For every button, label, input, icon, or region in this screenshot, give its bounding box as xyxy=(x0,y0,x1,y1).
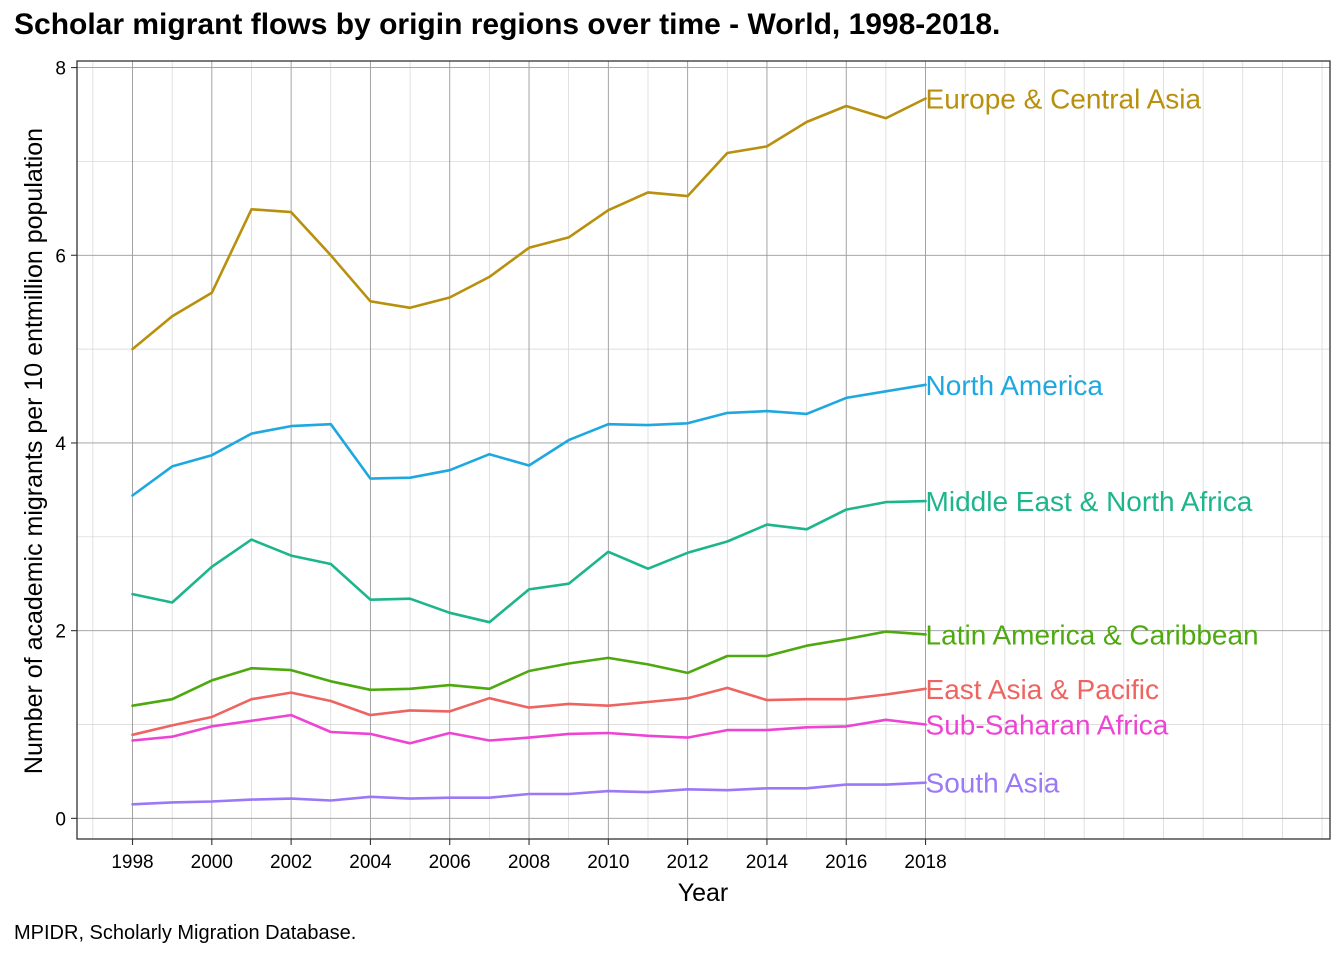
y-tick-label: 6 xyxy=(55,246,66,267)
series-line-south-asia xyxy=(131,781,927,806)
chart-caption: MPIDR, Scholarly Migration Database. xyxy=(14,922,357,944)
series-line-latin-america-and-caribbean xyxy=(131,630,927,708)
series-line-north-america xyxy=(131,383,927,497)
x-tick-label: 1998 xyxy=(111,852,153,873)
x-tick-label: 2016 xyxy=(825,852,867,873)
x-tick-label: 2008 xyxy=(508,852,550,873)
y-tick-label: 8 xyxy=(55,59,66,80)
chart-title: Scholar migrant flows by origin regions … xyxy=(14,8,1001,41)
minor-gridlines xyxy=(77,61,1330,839)
series-label-latin-america-and-caribbean: Latin America & Caribbean xyxy=(926,619,1259,650)
series-lines xyxy=(131,97,927,806)
y-tick-label: 4 xyxy=(55,434,66,455)
series-line-sub-saharan-africa xyxy=(131,713,927,745)
x-tick-label: 2006 xyxy=(429,852,471,873)
series-line-middle-east-and-north-africa xyxy=(131,499,927,624)
x-axis-title: Year xyxy=(678,879,729,907)
series-label-south-asia: South Asia xyxy=(926,768,1060,799)
plot-border xyxy=(76,60,1331,840)
major-gridlines xyxy=(77,61,1330,839)
series-line-east-asia-and-pacific xyxy=(131,686,927,737)
y-axis-title: Number of academic migrants per 10 entmi… xyxy=(20,128,48,774)
y-tick-label: 2 xyxy=(55,622,66,643)
x-tick-label: 2014 xyxy=(746,852,789,873)
x-tick-label: 2004 xyxy=(349,852,392,873)
x-tick-label: 2012 xyxy=(666,852,708,873)
x-tick-label: 2010 xyxy=(587,852,629,873)
series-labels: Europe & Central Asia North America Middle… xyxy=(926,84,1259,799)
x-axis: 1998 2000 2002 2004 2006 2008 2010 2012 2014 2016… xyxy=(111,839,947,873)
y-axis: 0 2 4 6 8 xyxy=(55,59,77,830)
series-label-north-america: North America xyxy=(926,370,1104,401)
series-label-middle-east-and-north-africa: Middle East & North Africa xyxy=(926,486,1253,517)
series-line-europe-and-central-asia xyxy=(131,97,927,351)
x-tick-label: 2018 xyxy=(904,852,946,873)
y-tick-label: 0 xyxy=(55,809,66,830)
series-label-east-asia-and-pacific: East Asia & Pacific xyxy=(926,674,1159,705)
x-tick-label: 2000 xyxy=(191,852,233,873)
plot-panel xyxy=(77,61,1330,839)
x-tick-label: 2002 xyxy=(270,852,312,873)
series-label-europe-and-central-asia: Europe & Central Asia xyxy=(926,84,1202,115)
series-label-sub-saharan-africa: Sub-Saharan Africa xyxy=(926,710,1169,741)
